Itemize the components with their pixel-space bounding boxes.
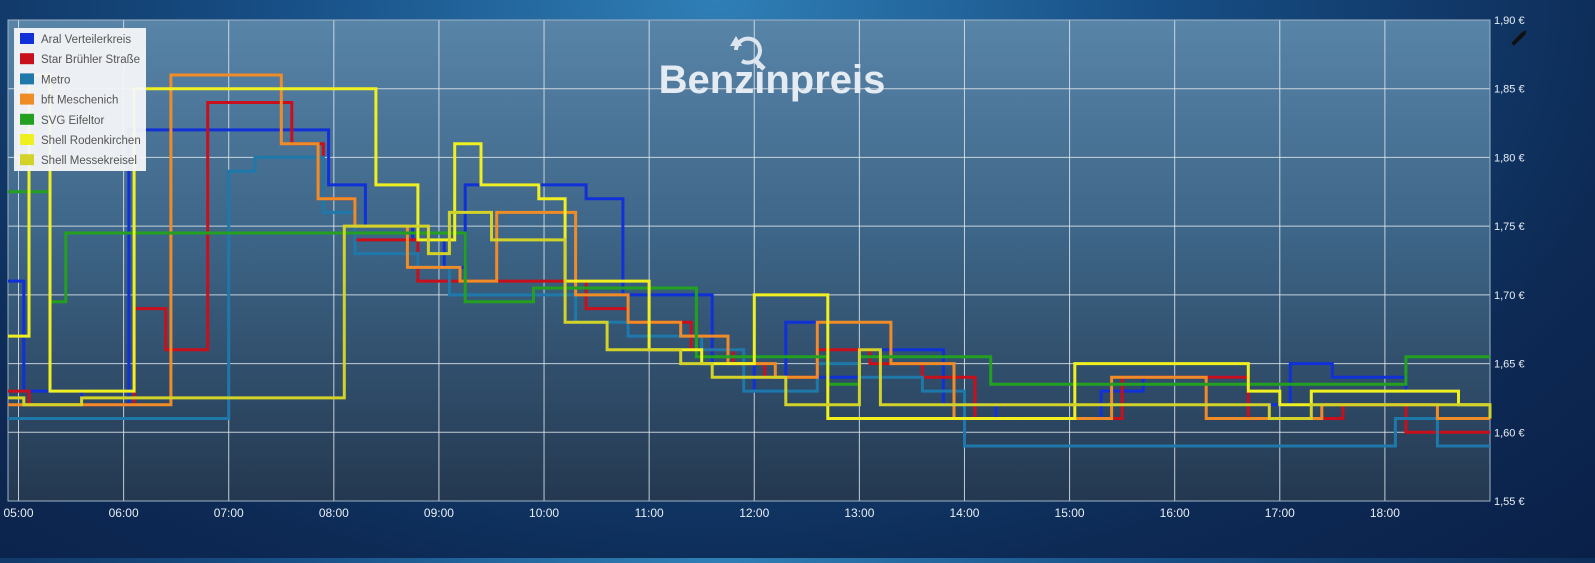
legend-label[interactable]: bft Meschenich <box>41 95 118 107</box>
legend-label[interactable]: Star Brühler Straße <box>41 54 140 66</box>
x-axis: 05:00 06:00 07:00 08:00 09:00 10:00 11:00 12:00… <box>3 506 1400 520</box>
legend-label[interactable]: Shell Rodenkirchen <box>41 135 141 147</box>
plot-area <box>8 20 1490 501</box>
y-tick-label: 1,75 € <box>1494 221 1525 233</box>
series-line <box>8 73 1490 420</box>
x-tick-label: 09:00 <box>424 506 454 520</box>
legend-swatch <box>20 73 34 85</box>
y-tick-label: 1,85 € <box>1494 84 1525 96</box>
legend-label[interactable]: SVG Eifeltor <box>41 115 104 127</box>
plot-border <box>7 19 1491 502</box>
legend-swatch <box>20 53 34 65</box>
x-tick-label: 18:00 <box>1370 506 1400 520</box>
x-tick-label: 06:00 <box>109 506 139 520</box>
series-line <box>8 210 1492 420</box>
series-lines <box>8 73 1492 448</box>
x-tick-label: 11:00 <box>635 506 664 520</box>
x-tick-label: 10:00 <box>529 506 559 520</box>
series-line <box>8 73 1490 420</box>
x-tick-label: 05:00 <box>3 506 33 520</box>
y-tick-label: 1,55 € <box>1494 496 1525 508</box>
legend: Aral Verteilerkreis Star Brühler Straße Me… <box>20 33 141 167</box>
x-tick-label: 14:00 <box>949 506 979 520</box>
legend-swatch <box>20 113 34 125</box>
legend-swatch <box>20 33 34 44</box>
pencil-icon[interactable] <box>1511 29 1528 46</box>
x-tick-label: 12:00 <box>739 506 769 520</box>
x-tick-label: 07:00 <box>214 506 244 520</box>
y-tick-label: 1,60 € <box>1494 427 1525 439</box>
y-tick-label: 1,80 € <box>1494 152 1525 164</box>
x-tick-label: 16:00 <box>1160 506 1190 520</box>
grid <box>7 19 1491 502</box>
x-tick-label: 13:00 <box>844 506 874 520</box>
legend-swatch <box>20 134 34 145</box>
x-tick-label: 08:00 <box>319 506 349 520</box>
series-line <box>8 190 1490 386</box>
x-tick-label: 17:00 <box>1265 506 1295 520</box>
y-tick-label: 1,90 € <box>1494 15 1525 27</box>
legend-label[interactable]: Metro <box>41 74 70 86</box>
legend-swatch <box>20 93 34 105</box>
legend-label[interactable]: Aral Verteilerkreis <box>41 34 131 46</box>
legend-box <box>14 28 146 171</box>
legend-swatch <box>20 154 34 166</box>
legend-label[interactable]: Shell Messekreisel <box>41 155 137 167</box>
y-tick-label: 1,65 € <box>1494 359 1525 371</box>
refresh-icon[interactable] <box>730 36 766 71</box>
x-tick-label: 15:00 <box>1055 506 1085 520</box>
y-axis: 1,55 € 1,60 € 1,65 € 1,70 € 1,75 € 1,80 € 1,85… <box>1494 15 1525 508</box>
chart-title: Benzinpreis <box>659 58 886 102</box>
y-tick-label: 1,70 € <box>1494 290 1525 302</box>
